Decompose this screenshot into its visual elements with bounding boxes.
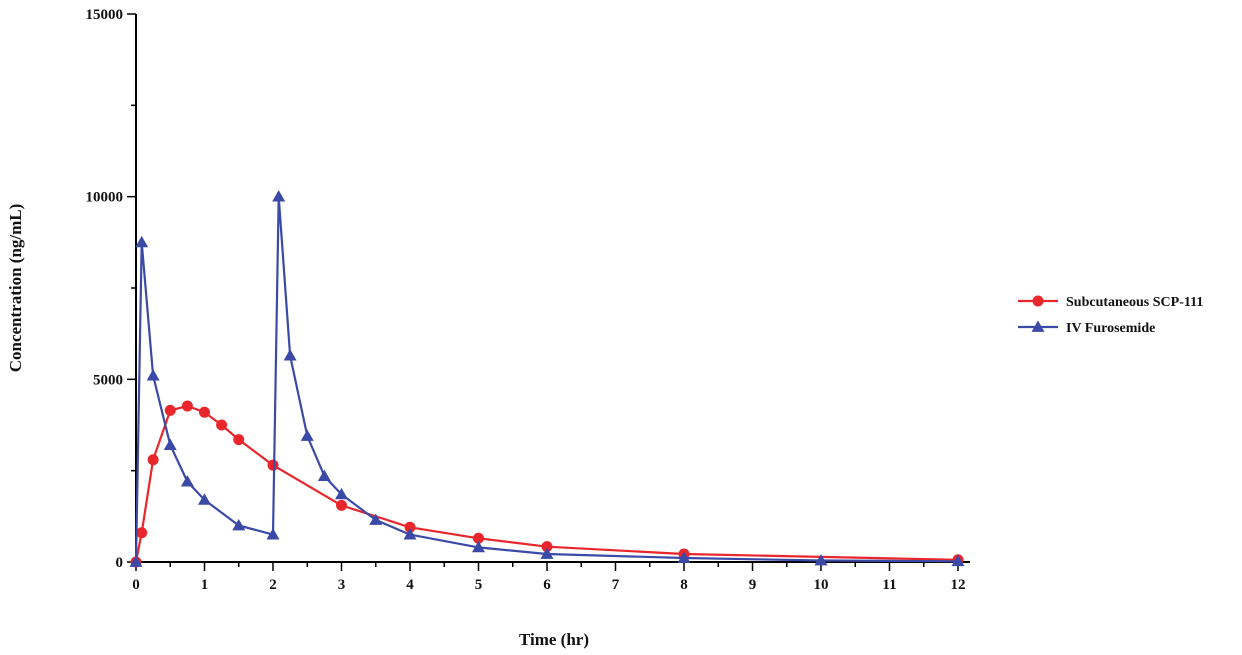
y-tick-label: 10000 [86, 190, 124, 206]
x-tick-label: 6 [543, 577, 551, 593]
y-axis-title: Concentration (ng/mL) [6, 204, 25, 373]
data-point-circle [541, 541, 553, 553]
plot-series [129, 190, 965, 568]
data-point-circle [164, 404, 176, 416]
data-point-triangle [163, 438, 177, 450]
data-point-circle [233, 434, 245, 446]
data-point-triangle [283, 349, 297, 361]
data-point-triangle [180, 475, 194, 487]
data-point-triangle [335, 487, 348, 500]
data-point-triangle [814, 554, 828, 566]
x-tick-label: 5 [475, 577, 483, 593]
data-point-circle [136, 527, 148, 539]
data-point-triangle [951, 554, 965, 567]
data-point-triangle [369, 513, 383, 525]
y-tick-label: 5000 [93, 372, 123, 388]
x-tick-label: 7 [612, 577, 620, 593]
legend-label: IV Furosemide [1066, 321, 1155, 336]
legend: Subcutaneous SCP-111 IV Furosemide [1018, 295, 1203, 336]
legend-label: Subcutaneous SCP-111 [1066, 295, 1203, 310]
data-point-triangle [540, 547, 554, 559]
x-axis-title: Time (hr) [519, 630, 589, 649]
data-point-triangle [472, 540, 485, 553]
data-point-triangle [232, 518, 246, 531]
data-point-circle [404, 521, 416, 533]
data-point-triangle [129, 555, 143, 567]
series-line [134, 404, 959, 563]
legend-item: IV Furosemide [1018, 320, 1155, 336]
x-tick-label: 8 [680, 577, 688, 593]
x-tick-label: 1 [201, 577, 209, 593]
data-point-circle [147, 454, 159, 466]
legend-item: Subcutaneous SCP-111 [1018, 295, 1203, 310]
y-tick-label: 15000 [86, 7, 124, 23]
x-tick-label: 2 [269, 577, 277, 593]
data-point-circle [199, 406, 210, 418]
x-tick-label: 0 [132, 577, 140, 593]
data-point-triangle [300, 429, 314, 441]
x-tick-label: 12 [951, 577, 966, 593]
series-iv [129, 190, 965, 567]
x-tick-label: 4 [406, 577, 414, 593]
data-point-circle [267, 459, 279, 471]
x-tick-label: 11 [882, 577, 896, 593]
series-subcutaneous [130, 400, 964, 568]
data-point-triangle [266, 528, 280, 540]
data-point-circle [181, 400, 193, 412]
x-tick-label: 3 [338, 577, 346, 593]
y-tick-label: 0 [116, 555, 124, 571]
data-point-triangle [146, 369, 160, 381]
data-point-circle [1032, 295, 1044, 307]
data-point-circle [216, 419, 228, 431]
data-point-triangle [198, 493, 211, 505]
data-point-circle [336, 499, 347, 511]
data-point-triangle [403, 528, 417, 540]
data-point-triangle [272, 190, 286, 202]
x-tick-label: 10 [814, 577, 829, 593]
data-point-triangle [317, 469, 331, 482]
data-point-circle [473, 532, 484, 544]
series-line [134, 195, 959, 563]
data-point-triangle [677, 551, 691, 563]
x-tick-label: 9 [749, 577, 757, 593]
data-point-triangle [1031, 320, 1045, 332]
data-point-triangle [135, 235, 149, 248]
